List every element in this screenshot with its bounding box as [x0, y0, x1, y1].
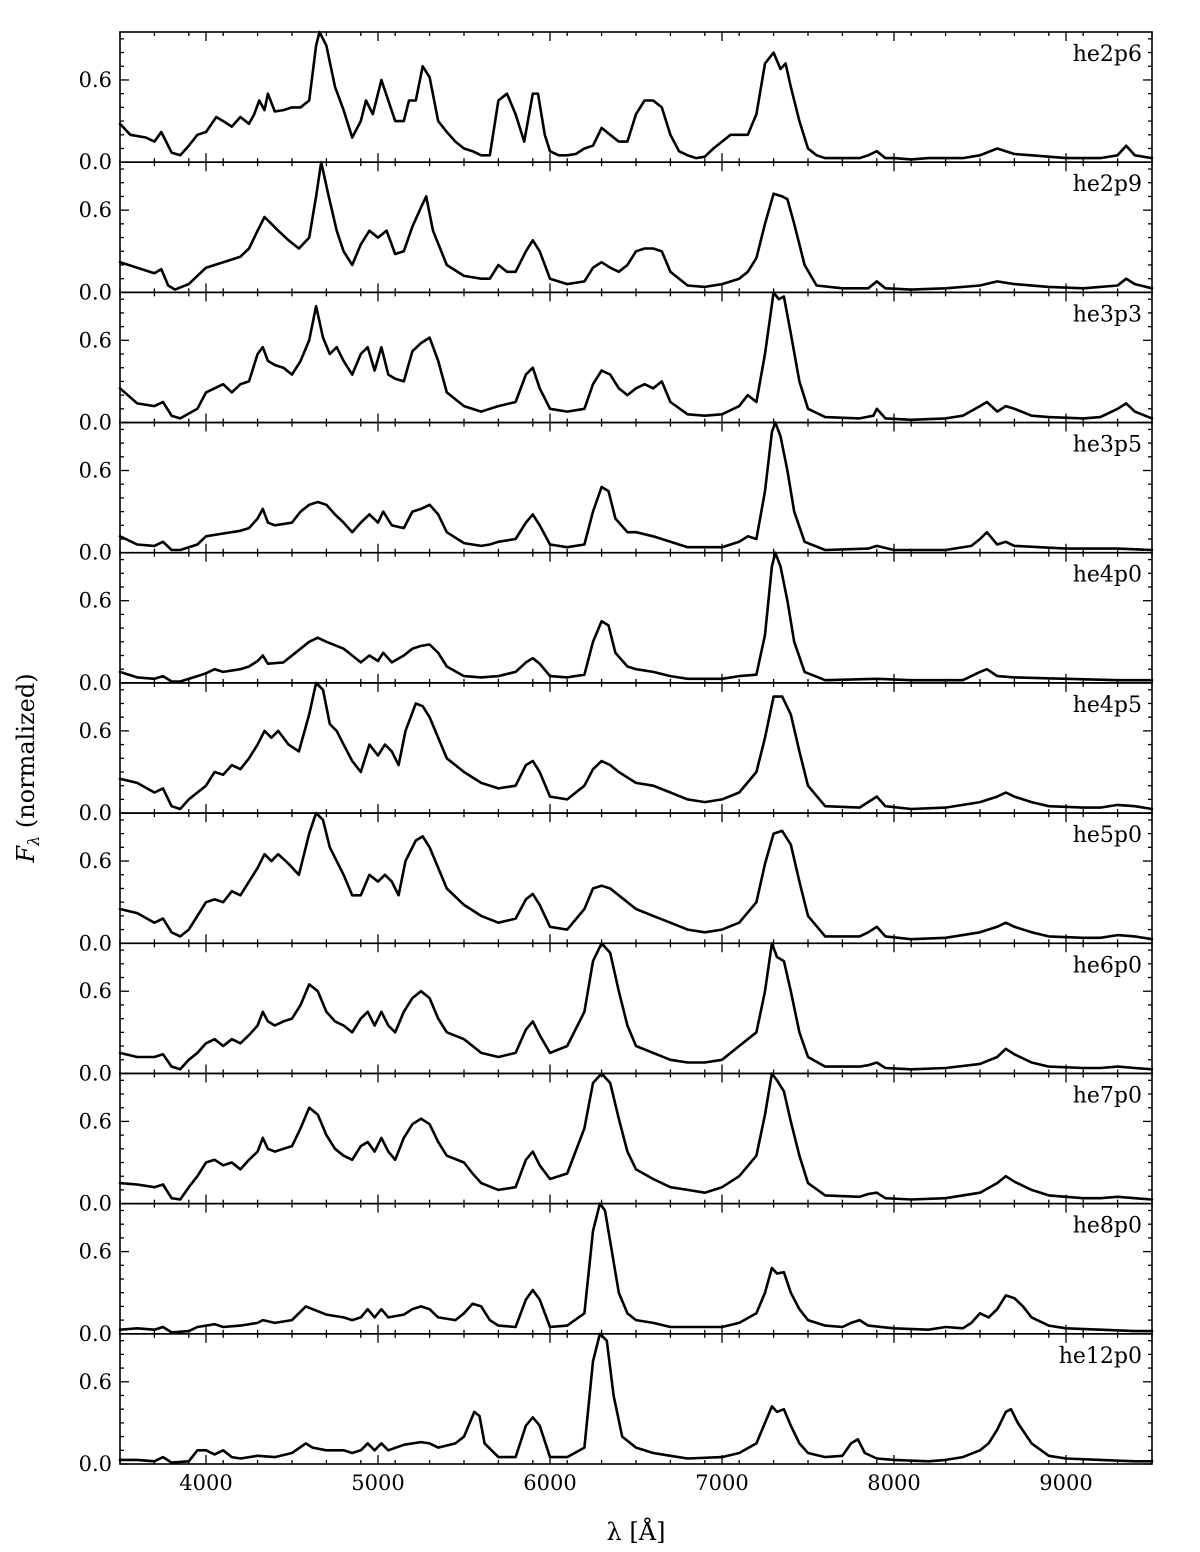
y-tick-label: 0.0	[79, 150, 112, 174]
panel-he3p3: 0.0 0.6 he3p3	[79, 291, 1154, 435]
y-axis-label-subscript: λ	[24, 836, 43, 847]
y-tick-label: 0.6	[79, 1109, 112, 1133]
panel-frame-he12p0	[119, 1333, 1153, 1465]
panel-label-he2p9: he2p9	[1073, 172, 1142, 197]
spectrum-line-he2p9	[118, 160, 1154, 291]
panel-label-he5p0: he5p0	[1073, 823, 1142, 848]
x-axis-label: λ [Å]	[607, 1517, 666, 1546]
y-tick-label: 0.6	[79, 719, 112, 743]
panel-label-he7p0: he7p0	[1073, 1083, 1142, 1108]
panel-label-he4p0: he4p0	[1073, 563, 1142, 588]
y-tick-label: 0.6	[79, 68, 112, 92]
spectra-panels: 0.0 0.6 he2p6 0.0 0.6 he2p9 0.0 0.6 he3p3 0.0 0.6 h…	[79, 30, 1154, 1476]
y-tick-label: 0.0	[79, 541, 112, 565]
y-tick-label: 0.6	[79, 459, 112, 483]
x-axis: 4000 5000 6000 7000 8000 9000	[179, 1471, 1092, 1495]
x-tick-label: 8000	[867, 1471, 920, 1495]
panel-frame-he4p5	[119, 682, 1153, 814]
y-tick-label: 0.0	[79, 280, 112, 304]
spectrum-line-he4p5	[118, 681, 1154, 811]
y-tick-label: 0.0	[79, 801, 112, 825]
y-tick-label: 0.6	[79, 328, 112, 352]
y-tick-label: 0.6	[79, 979, 112, 1003]
spectrum-line-he2p6	[118, 30, 1154, 161]
y-axis-label: Fλ (normalized)	[12, 673, 43, 863]
spectrum-line-he3p5	[118, 421, 1154, 552]
panel-he6p0: 0.0 0.6 he6p0	[79, 942, 1154, 1085]
panel-label-he6p0: he6p0	[1073, 953, 1142, 978]
panel-frame-he2p6	[119, 31, 1153, 163]
y-tick-label: 0.6	[79, 1240, 112, 1264]
y-tick-label: 0.0	[79, 411, 112, 435]
panel-label-he8p0: he8p0	[1073, 1214, 1142, 1239]
y-tick-label: 0.0	[79, 1061, 112, 1085]
panel-label-he4p5: he4p5	[1073, 693, 1142, 718]
y-tick-label: 0.0	[79, 1452, 112, 1476]
panel-label-he3p3: he3p3	[1073, 302, 1142, 327]
y-tick-label: 0.6	[79, 198, 112, 222]
panel-he4p5: 0.0 0.6 he4p5	[79, 681, 1154, 825]
panel-label-he12p0: he12p0	[1059, 1344, 1142, 1369]
panel-he3p5: 0.0 0.6 he3p5	[79, 421, 1154, 565]
x-tick-label: 5000	[351, 1471, 404, 1495]
panel-frame-he6p0	[119, 942, 1153, 1075]
spectrum-line-he4p0	[118, 551, 1154, 683]
panel-label-he2p6: he2p6	[1073, 42, 1142, 67]
spectrum-line-he12p0	[118, 1332, 1154, 1464]
panel-he7p0: 0.0 0.6 he7p0	[79, 1072, 1154, 1216]
y-tick-label: 0.6	[79, 589, 112, 613]
spectrum-line-he8p0	[118, 1202, 1154, 1334]
spectrum-line-he6p0	[118, 942, 1154, 1071]
panel-he2p6: 0.0 0.6 he2p6	[79, 30, 1154, 174]
panel-frame-he8p0	[119, 1202, 1153, 1335]
panel-he12p0: 0.0 0.6 he12p0	[79, 1332, 1154, 1476]
y-tick-label: 0.6	[79, 849, 112, 873]
spectrum-line-he3p3	[118, 291, 1154, 422]
y-axis-label-main: F	[12, 845, 40, 864]
spectrum-line-he7p0	[118, 1072, 1154, 1201]
x-tick-label: 9000	[1039, 1471, 1092, 1495]
panel-frame-he5p0	[119, 812, 1153, 945]
y-tick-label: 0.0	[79, 931, 112, 955]
y-tick-label: 0.6	[79, 1370, 112, 1394]
panel-label-he3p5: he3p5	[1073, 433, 1142, 458]
x-tick-label: 7000	[695, 1471, 748, 1495]
spectrum-line-he5p0	[118, 811, 1154, 941]
panel-he8p0: 0.0 0.6 he8p0	[79, 1202, 1154, 1346]
panel-he4p0: 0.0 0.6 he4p0	[79, 551, 1154, 695]
panel-he5p0: 0.0 0.6 he5p0	[79, 811, 1154, 955]
panel-he2p9: 0.0 0.6 he2p9	[79, 160, 1154, 304]
x-tick-label: 6000	[523, 1471, 576, 1495]
x-tick-label: 4000	[179, 1471, 232, 1495]
panel-frame-he3p3	[119, 291, 1153, 424]
y-tick-label: 0.0	[79, 1322, 112, 1346]
y-axis-label-rest: (normalized)	[12, 673, 40, 835]
y-tick-label: 0.0	[79, 671, 112, 695]
y-tick-label: 0.0	[79, 1192, 112, 1216]
